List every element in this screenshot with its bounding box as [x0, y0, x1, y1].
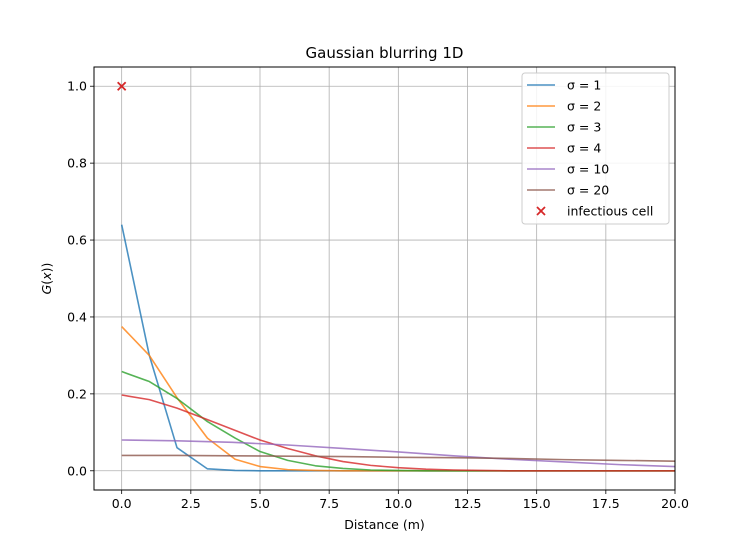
series-line-2	[121, 326, 675, 472]
y-axis-label: G(x))	[39, 263, 54, 295]
x-axis-ticks: 0.0 2.5 5.0 7.5 10.0 12.5 15.0 17.5 20.0	[112, 490, 689, 511]
y-axis-ticks: 0.0 0.2 0.4 0.6 0.8 1.0	[67, 79, 94, 478]
legend-entry-label: σ = 20	[567, 183, 609, 198]
series-line-4	[121, 394, 675, 472]
chart-title: Gaussian blurring 1D	[306, 44, 464, 62]
x-axis-label: Distance (m)	[344, 517, 425, 532]
x-tick-label: 0.0	[112, 496, 132, 511]
y-tick-label: 0.6	[67, 233, 87, 248]
grid	[94, 67, 676, 490]
y-tick-label: 0.4	[67, 309, 87, 324]
infectious-cell-marker	[117, 81, 127, 91]
x-tick-label: 7.5	[319, 496, 339, 511]
y-tick-label: 0.2	[67, 386, 87, 401]
x-tick-label: 20.0	[661, 496, 689, 511]
series-line-3	[121, 370, 675, 472]
marker-layer	[117, 81, 127, 91]
x-tick-label: 10.0	[384, 496, 412, 511]
legend-entry-label: σ = 4	[567, 141, 601, 156]
legend-marker-swatch	[536, 206, 546, 216]
legend-entry-label: σ = 1	[567, 78, 601, 93]
legend-entry-label: σ = 2	[567, 99, 601, 114]
series-line-6	[121, 454, 676, 462]
x-tick-label: 5.0	[250, 496, 270, 511]
legend-entry-label: infectious cell	[567, 204, 653, 219]
x-tick-label: 2.5	[181, 496, 201, 511]
x-tick-label: 15.0	[523, 496, 551, 511]
y-tick-label: 0.0	[67, 463, 87, 478]
legend: σ = 1 σ = 2 σ = 3 σ = 4 σ = 10 σ = 20 infectio…	[521, 72, 670, 225]
legend-entry-label: σ = 10	[567, 162, 609, 177]
legend-box	[521, 72, 670, 225]
series-layer	[120, 224, 676, 472]
series-line-5	[121, 439, 676, 468]
y-tick-label: 0.8	[67, 156, 87, 171]
legend-entry-label: σ = 3	[567, 120, 601, 135]
y-tick-label: 1.0	[67, 79, 87, 94]
x-tick-label: 17.5	[592, 496, 620, 511]
plot-frame	[93, 66, 676, 491]
x-tick-label: 12.5	[454, 496, 482, 511]
